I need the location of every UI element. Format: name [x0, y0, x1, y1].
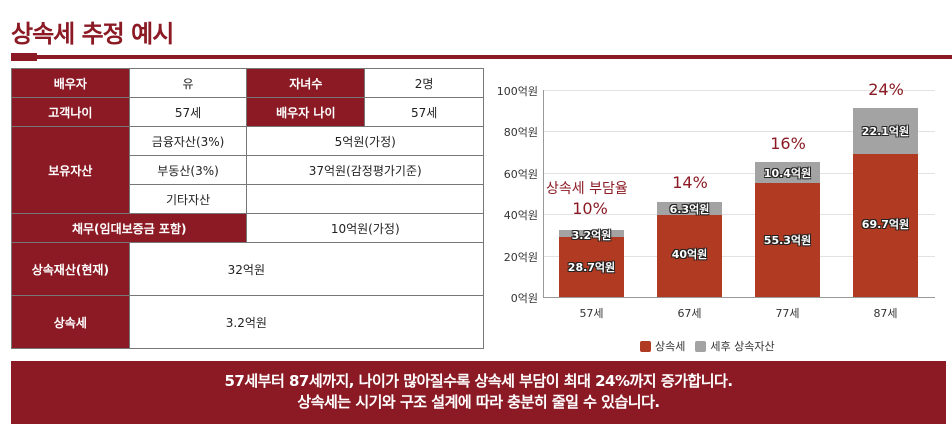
- bar-segment-after-tax: [559, 230, 624, 237]
- gridline: [543, 214, 935, 215]
- bar-segment-tax: [559, 237, 624, 297]
- summary-line: 57세부터 87세까지, 나이가 많아질수록 상속세 부담이 최대 24%까지 …: [224, 372, 733, 390]
- debt-label: 채무(임대보증금 포함): [10, 213, 248, 243]
- bar-87: 22.1억원 69.7억원: [853, 108, 918, 297]
- children-value: 2명: [364, 68, 484, 98]
- rate-annotation: 10%: [572, 199, 608, 218]
- legend-label: 세후 상속자산: [710, 340, 775, 353]
- title-accent: [11, 53, 37, 61]
- y-tick: 0억원: [510, 292, 538, 305]
- bar-label: 40억원: [671, 248, 708, 261]
- y-tick: 60억원: [503, 168, 538, 181]
- x-axis: [543, 297, 935, 298]
- spouse-age-label: 배우자 나이: [246, 97, 366, 127]
- spouse-age-value: 57세: [364, 97, 484, 127]
- x-tick: 57세: [579, 307, 604, 320]
- estate-info-table: 배우자 유 자녀수 2명 고객나이 57세 배우자 나이 57세 보유자산 금융…: [10, 68, 485, 349]
- rate-annotation: 24%: [868, 80, 904, 99]
- bar-77: 10.4억원 55.3억원: [755, 162, 820, 297]
- legend-swatch-tax: [640, 340, 651, 352]
- estate-value: 32억원: [128, 242, 485, 296]
- bar-label: 6.3억원: [669, 203, 710, 216]
- summary-line: 상속세는 시기와 구조 설계에 따라 충분히 줄일 수 있습니다.: [297, 393, 660, 411]
- bar-label: 10.4억원: [763, 167, 812, 180]
- bar-57: 3.2억원 28.7억원: [559, 229, 624, 297]
- gridline: [543, 90, 935, 91]
- bar-segment-tax: [755, 183, 820, 297]
- bar-segment-tax: [853, 154, 918, 297]
- bar-segment-after-tax: [755, 162, 820, 183]
- asset-value: 37억원(감정평가기준): [246, 155, 484, 185]
- bar-67: 6.3억원 40억원: [657, 202, 722, 297]
- age-value: 57세: [128, 97, 248, 127]
- bar-segment-tax: [657, 215, 722, 297]
- bar-label: 3.2억원: [571, 229, 612, 242]
- tax-value: 3.2억원: [128, 295, 485, 349]
- stacked-bar-chart: 0억원 20억원 40억원 60억원 80억원 100억원 3.2억원 28.7…: [490, 70, 952, 360]
- asset-value: 5억원(가정): [246, 126, 484, 156]
- debt-value: 10억원(가정): [246, 213, 484, 243]
- summary-banner: 57세부터 87세까지, 나이가 많아질수록 상속세 부담이 최대 24%까지 …: [11, 361, 946, 424]
- y-tick: 80억원: [503, 126, 538, 139]
- x-tick: 77세: [775, 307, 800, 320]
- bar-label: 55.3억원: [763, 234, 812, 247]
- children-label: 자녀수: [246, 68, 366, 98]
- chart-legend: 상속세 세후 상속자산: [640, 338, 775, 354]
- bar-label: 22.1억원: [861, 125, 910, 138]
- x-tick: 67세: [677, 307, 702, 320]
- gridline: [543, 173, 935, 174]
- gridline: [543, 256, 935, 257]
- tax-label: 상속세: [11, 295, 130, 349]
- bar-label: 69.7억원: [861, 218, 910, 231]
- rate-annotation: 14%: [672, 173, 708, 192]
- y-tick: 100억원: [496, 85, 538, 98]
- spouse-label: 배우자: [11, 68, 130, 98]
- bar-label: 28.7억원: [567, 261, 616, 274]
- legend-swatch-after-tax: [695, 340, 707, 352]
- page-title: 상속세 추정 예시: [11, 20, 174, 48]
- asset-value: [246, 184, 484, 214]
- assets-label: 보유자산: [11, 126, 130, 214]
- asset-name: 부동산(3%): [128, 155, 248, 185]
- y-tick: 20억원: [503, 251, 538, 264]
- y-axis: [543, 90, 544, 298]
- legend-label: 상속세: [655, 340, 686, 353]
- spouse-value: 유: [128, 68, 248, 98]
- asset-name: 금융자산(3%): [128, 126, 248, 156]
- gridline: [543, 131, 935, 132]
- bar-segment-after-tax: [657, 202, 722, 215]
- bar-segment-after-tax: [853, 108, 918, 154]
- asset-name: 기타자산: [128, 184, 248, 214]
- age-label: 고객나이: [11, 97, 130, 127]
- x-tick: 87세: [873, 307, 898, 320]
- estate-label: 상속재산(현재): [11, 242, 130, 296]
- title-divider: [11, 55, 952, 59]
- y-tick: 40억원: [503, 209, 538, 222]
- rate-annotation: 16%: [770, 134, 806, 153]
- rate-title: 상속세 부담율: [546, 181, 628, 197]
